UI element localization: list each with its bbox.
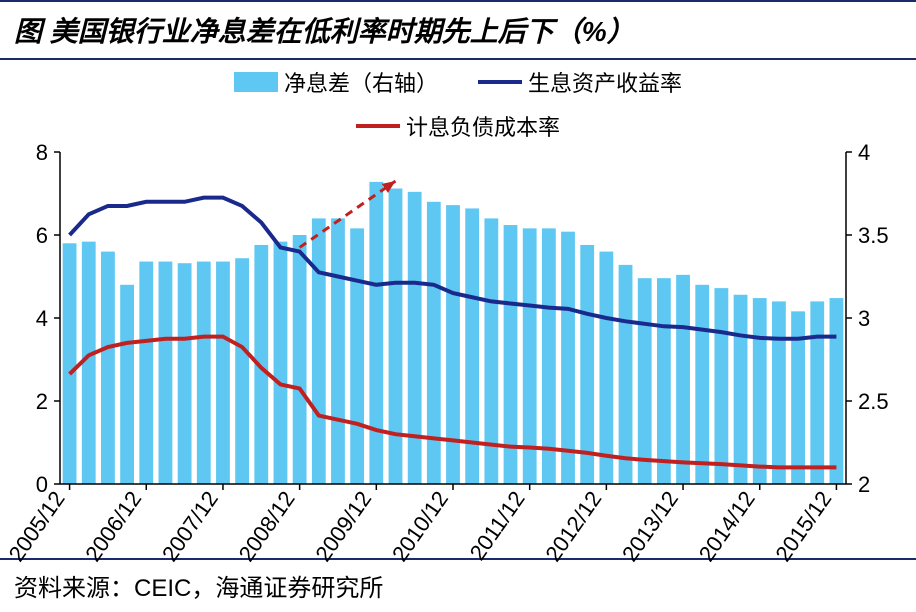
bar (427, 202, 441, 484)
y-right-tick: 3.5 (858, 223, 889, 248)
bar (389, 189, 403, 484)
bar (120, 285, 134, 484)
bar (408, 192, 422, 484)
swatch-line1-icon (478, 80, 522, 84)
bar (619, 265, 633, 484)
title-bar: 图 美国银行业净息差在低利率时期先上后下（%） (0, 0, 916, 60)
legend-bar-label: 净息差（右轴） (284, 66, 438, 98)
bar (638, 278, 652, 484)
bar (331, 218, 345, 484)
bar (350, 228, 364, 484)
bar (293, 235, 307, 484)
legend: 净息差（右轴） 生息资产收益率 计息负债成本率 (0, 60, 916, 142)
y-right-tick: 3 (858, 306, 870, 331)
bar (753, 298, 767, 484)
bar (139, 262, 153, 484)
chart-area: 净息差（右轴） 生息资产收益率 计息负债成本率 0246822.533.5420… (0, 60, 916, 558)
x-tick: 2007/12 (157, 487, 223, 566)
legend-line1-label: 生息资产收益率 (528, 66, 682, 98)
bar (101, 252, 115, 484)
x-tick: 2008/12 (234, 487, 300, 566)
bar (657, 278, 671, 484)
x-tick: 2010/12 (387, 487, 453, 566)
bar (561, 232, 575, 484)
bar (580, 245, 594, 484)
bar (830, 298, 844, 484)
bar (312, 218, 326, 484)
bar (542, 228, 556, 484)
legend-item-line2: 计息负债成本率 (356, 110, 560, 142)
bar (676, 275, 690, 484)
legend-item-line1: 生息资产收益率 (478, 66, 682, 98)
swatch-line2-icon (356, 124, 400, 128)
y-right-tick: 2.5 (858, 389, 889, 414)
y-right-tick: 4 (858, 142, 870, 165)
x-tick: 2011/12 (465, 487, 530, 565)
bar (695, 285, 709, 484)
bar (714, 288, 728, 484)
bar (772, 301, 786, 484)
y-left-tick: 6 (36, 223, 48, 248)
y-right-tick: 2 (858, 472, 870, 497)
x-tick: 2012/12 (540, 487, 606, 566)
bar (734, 295, 748, 484)
legend-item-bar: 净息差（右轴） (234, 66, 438, 98)
x-tick: 2006/12 (80, 487, 146, 566)
bar (197, 262, 211, 484)
figure-container: 图 美国银行业净息差在低利率时期先上后下（%） 净息差（右轴） 生息资产收益率 … (0, 0, 916, 612)
y-left-tick: 8 (36, 142, 48, 165)
x-tick: 2013/12 (617, 487, 683, 566)
bar (810, 301, 824, 484)
legend-line2-label: 计息负债成本率 (406, 110, 560, 142)
chart-title: 图 美国银行业净息差在低利率时期先上后下（%） (14, 10, 902, 50)
x-tick: 2014/12 (694, 487, 760, 566)
bar (63, 243, 77, 484)
x-tick: 2005/12 (4, 487, 70, 566)
y-left-tick: 2 (36, 389, 48, 414)
bar (159, 262, 173, 484)
bar (178, 263, 192, 484)
chart-svg: 0246822.533.542005/122006/122007/122008/… (0, 142, 916, 574)
x-tick: 2009/12 (310, 487, 376, 566)
bar (235, 258, 249, 484)
bar (369, 182, 383, 484)
bar (216, 262, 230, 484)
bar (599, 252, 613, 484)
x-tick: 2015/12 (770, 487, 836, 566)
swatch-bar-icon (234, 72, 278, 92)
y-left-tick: 4 (36, 306, 48, 331)
bar (274, 242, 288, 484)
